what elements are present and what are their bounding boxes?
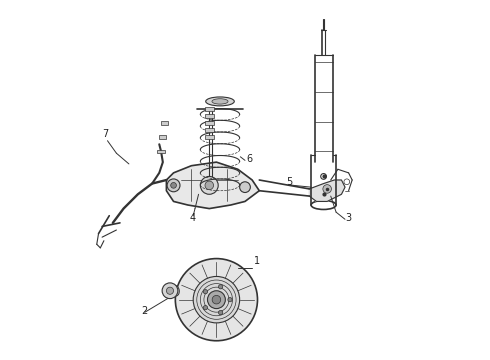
- Circle shape: [228, 297, 232, 302]
- Circle shape: [203, 306, 208, 310]
- FancyBboxPatch shape: [161, 121, 168, 125]
- Text: 6: 6: [247, 154, 253, 164]
- Circle shape: [219, 285, 223, 289]
- FancyBboxPatch shape: [205, 107, 214, 111]
- Polygon shape: [309, 180, 345, 202]
- Circle shape: [167, 179, 180, 192]
- Ellipse shape: [206, 97, 234, 106]
- Ellipse shape: [212, 99, 228, 104]
- Circle shape: [207, 291, 225, 309]
- Circle shape: [205, 181, 214, 190]
- Polygon shape: [167, 162, 259, 208]
- FancyBboxPatch shape: [157, 150, 165, 153]
- Circle shape: [193, 276, 240, 323]
- Circle shape: [171, 183, 176, 188]
- FancyBboxPatch shape: [159, 135, 167, 139]
- FancyBboxPatch shape: [205, 114, 214, 118]
- FancyBboxPatch shape: [205, 128, 214, 132]
- Text: 2: 2: [142, 306, 147, 316]
- Text: 5: 5: [286, 177, 293, 186]
- Circle shape: [219, 310, 223, 315]
- Text: 3: 3: [345, 213, 351, 223]
- Text: 7: 7: [102, 129, 108, 139]
- FancyBboxPatch shape: [205, 121, 214, 125]
- Circle shape: [323, 185, 331, 193]
- Text: 1: 1: [254, 256, 260, 266]
- Circle shape: [203, 289, 208, 294]
- Text: 4: 4: [190, 213, 196, 223]
- FancyBboxPatch shape: [205, 135, 214, 139]
- Circle shape: [212, 296, 220, 304]
- Circle shape: [200, 176, 218, 194]
- Circle shape: [162, 283, 178, 298]
- Circle shape: [240, 182, 250, 193]
- Circle shape: [167, 287, 173, 294]
- Circle shape: [175, 258, 258, 341]
- Ellipse shape: [172, 285, 179, 296]
